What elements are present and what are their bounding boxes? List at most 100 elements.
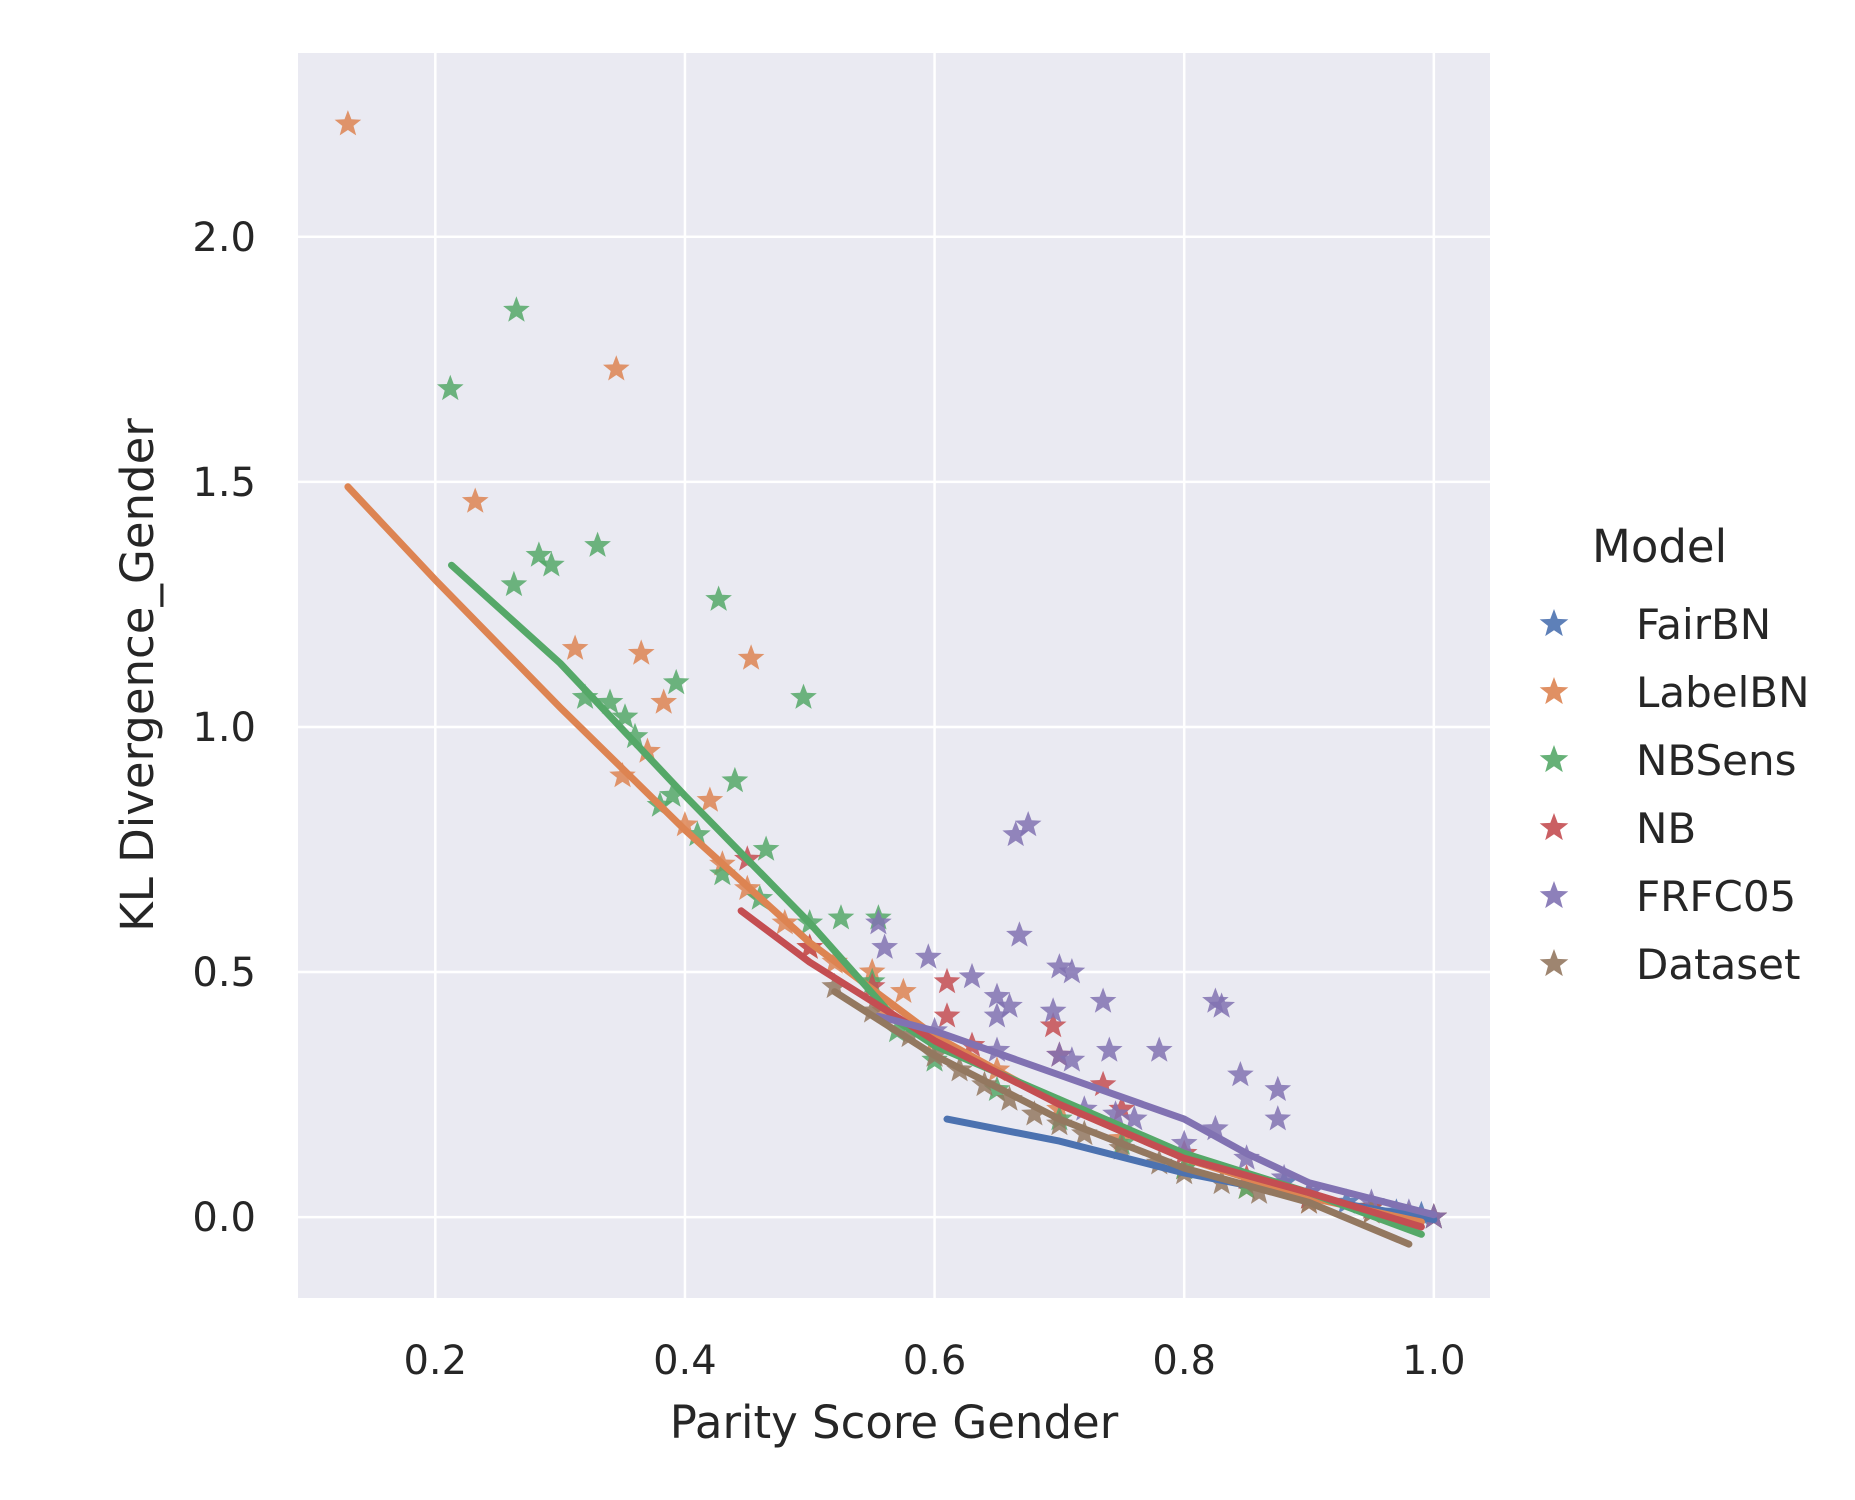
data-point-Dataset <box>996 1085 1023 1111</box>
data-point-NBSens <box>709 860 736 886</box>
legend-label: FairBN <box>1636 600 1771 649</box>
data-point-NBSens <box>705 585 732 611</box>
data-point-NBSens <box>752 835 780 861</box>
data-point-LabelBN <box>634 737 661 763</box>
data-point-LabelBN <box>609 762 636 788</box>
data-point-FRFC05 <box>1002 820 1029 847</box>
data-point-FRFC05 <box>1227 1061 1254 1087</box>
data-point-FRFC05 <box>958 962 986 989</box>
data-point-FRFC05 <box>1264 1105 1292 1131</box>
data-point-FRFC05 <box>1058 958 1086 984</box>
legend-star-icon <box>1539 949 1569 977</box>
data-point-LabelBN <box>461 487 489 513</box>
data-point-FRFC05 <box>983 1002 1011 1028</box>
data-point-Dataset <box>1021 1100 1048 1126</box>
data-point-NBSens <box>790 683 817 709</box>
x-axis-label: Parity Score Gender <box>670 1396 1119 1449</box>
plot-background <box>298 53 1490 1298</box>
data-point-LabelBN <box>737 644 765 670</box>
legend-star-icon <box>1539 609 1569 637</box>
data-point-NBSens <box>538 551 565 577</box>
trend-line-NB <box>737 907 1425 1231</box>
data-point-NBSens <box>500 570 528 597</box>
data-point-FRFC05 <box>1121 1105 1148 1131</box>
data-point-Dataset <box>821 972 848 999</box>
legend: Model FairBN LabelBN NBSens NB FRFC05 Dataset <box>1539 520 1810 989</box>
legend-star-icon <box>1539 677 1569 705</box>
y-tick-label: 0.5 <box>192 950 256 996</box>
data-point-NBSens <box>596 688 624 714</box>
data-point-NBSens <box>662 668 690 695</box>
data-point-FRFC05 <box>1006 921 1033 947</box>
trend-line-Dataset <box>831 988 1413 1248</box>
data-point-Dataset <box>896 1021 923 1048</box>
data-point-FRFC05 <box>1089 987 1117 1013</box>
x-tick-label: 0.6 <box>903 1338 967 1384</box>
y-tick-label: 1.5 <box>192 460 256 506</box>
y-tick-label: 2.0 <box>192 215 256 261</box>
data-point-NB <box>933 1002 961 1028</box>
data-point-LabelBN <box>334 110 362 136</box>
x-axis-ticks: 0.2 0.4 0.6 0.8 1.0 <box>403 1338 1465 1384</box>
data-point-FRFC05 <box>983 1036 1011 1062</box>
data-point-NBSens <box>659 781 686 807</box>
legend-item-FairBN: FairBN <box>1539 600 1771 649</box>
legend-item-LabelBN: LabelBN <box>1539 668 1810 717</box>
data-point-NBSens <box>584 531 611 557</box>
data-point-NBSens <box>721 766 749 793</box>
data-point-FRFC05 <box>1170 1129 1198 1155</box>
data-point-LabelBN <box>603 355 630 381</box>
data-point-NBSens <box>437 374 464 401</box>
data-point-FRFC05 <box>865 909 892 935</box>
data-point-LabelBN <box>696 786 724 812</box>
gridlines <box>298 53 1490 1298</box>
data-point-NB <box>1108 1095 1136 1121</box>
legend-star-icon <box>1539 745 1569 773</box>
data-point-NBSens <box>525 541 553 567</box>
data-point-Dataset <box>858 997 886 1023</box>
trend-line-FRFC05 <box>874 1012 1438 1219</box>
x-tick-label: 1.0 <box>1402 1338 1466 1384</box>
y-axis-ticks: 0.0 0.5 1.0 1.5 2.0 <box>192 215 256 1241</box>
data-point-LabelBN <box>671 811 699 837</box>
data-point-NBSens <box>621 722 649 749</box>
legend-label: NBSens <box>1636 736 1797 785</box>
legend-title: Model <box>1592 520 1727 573</box>
legend-item-Dataset: Dataset <box>1539 940 1800 989</box>
data-point-FRFC05 <box>1102 1100 1129 1126</box>
legend-label: NB <box>1636 804 1696 853</box>
legend-item-FRFC05: FRFC05 <box>1539 872 1796 921</box>
legend-item-NBSens: NBSens <box>1539 736 1797 785</box>
data-point-FRFC05 <box>1270 1163 1298 1190</box>
x-tick-label: 0.4 <box>653 1338 717 1384</box>
data-point-FRFC05 <box>996 992 1023 1018</box>
x-tick-label: 0.2 <box>403 1338 467 1384</box>
data-point-LabelBN <box>561 634 589 660</box>
data-point-NBSens <box>827 904 855 930</box>
data-point-FRFC05 <box>1208 992 1235 1018</box>
y-tick-label: 1.0 <box>192 705 256 751</box>
data-point-FRFC05 <box>1145 1036 1173 1062</box>
data-point-NB <box>933 967 961 994</box>
legend-label: FRFC05 <box>1636 872 1796 921</box>
data-point-NBSens <box>571 683 599 709</box>
data-point-FRFC05 <box>871 933 898 959</box>
data-point-NB <box>1089 1070 1117 1097</box>
data-point-FRFC05 <box>1202 1114 1229 1141</box>
data-point-FRFC05 <box>1039 997 1067 1023</box>
data-point-NBSens <box>503 296 530 322</box>
legend-label: Dataset <box>1636 940 1800 989</box>
data-point-FRFC05 <box>915 943 942 969</box>
legend-star-icon <box>1539 813 1569 841</box>
data-point-NBSens <box>684 820 711 847</box>
data-point-FRFC05 <box>1202 987 1229 1013</box>
data-point-FRFC05 <box>1046 1041 1073 1067</box>
data-point-FRFC05 <box>1046 953 1073 979</box>
y-axis-label: KL Divergence_Gender <box>111 418 164 932</box>
trend-lines <box>344 483 1438 1248</box>
x-tick-label: 0.8 <box>1152 1338 1216 1384</box>
data-point-NB <box>1039 1012 1067 1038</box>
legend-star-icon <box>1539 881 1569 909</box>
data-point-FRFC05 <box>1264 1075 1292 1101</box>
